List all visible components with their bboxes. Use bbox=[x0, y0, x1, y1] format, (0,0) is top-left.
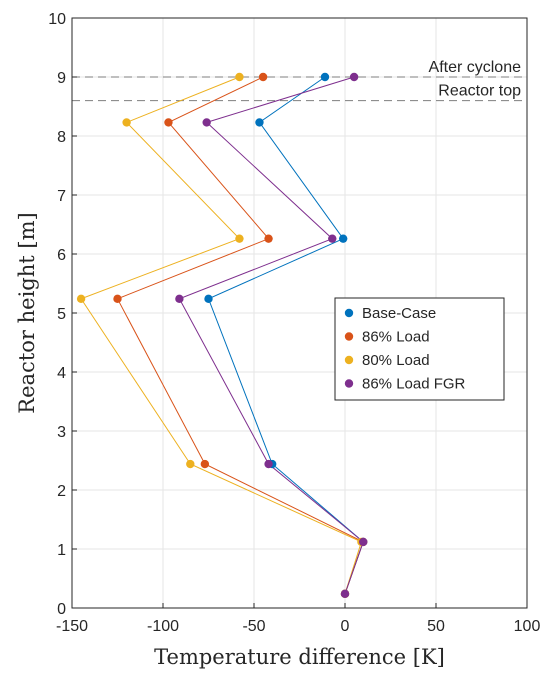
data-point bbox=[264, 459, 273, 469]
reference-lines bbox=[72, 76, 527, 102]
data-point bbox=[202, 118, 211, 127]
data-point bbox=[349, 72, 359, 82]
data-point bbox=[264, 234, 273, 243]
y-tick-label: 10 bbox=[48, 11, 66, 28]
y-tick-label: 1 bbox=[57, 542, 66, 559]
x-tick-label: 0 bbox=[341, 618, 350, 635]
x-tick-label: 100 bbox=[514, 618, 541, 635]
y-tick-label: 0 bbox=[57, 601, 66, 618]
y-tick-label: 6 bbox=[57, 247, 66, 264]
legend-label: 86% Load FGR bbox=[362, 376, 466, 393]
x-tick-label: 50 bbox=[427, 618, 445, 635]
data-point bbox=[340, 589, 350, 599]
data-point bbox=[200, 459, 210, 469]
data-point bbox=[164, 118, 173, 127]
y-tick-label: 2 bbox=[57, 483, 66, 500]
annotations: After cyclone Reactor top bbox=[429, 59, 522, 100]
reference-line-label: After cyclone bbox=[429, 59, 522, 76]
axis-ticks: -150 -100 -50 0 50 100 0 1 2 3 4 5 6 7 8 9 10 bbox=[48, 11, 540, 635]
series-markers bbox=[76, 72, 368, 599]
data-point bbox=[320, 72, 330, 82]
y-axis-title: Reactor height [m] bbox=[15, 212, 39, 413]
data-point bbox=[328, 234, 337, 243]
legend-label: Base-Case bbox=[362, 305, 436, 322]
x-axis-title: Temperature difference [K] bbox=[154, 645, 445, 669]
legend-marker bbox=[344, 379, 354, 388]
y-tick-label: 3 bbox=[57, 424, 66, 441]
data-point bbox=[76, 294, 86, 304]
legend-marker bbox=[344, 355, 354, 365]
y-tick-label: 5 bbox=[57, 306, 66, 323]
legend-marker bbox=[344, 308, 354, 318]
data-point bbox=[255, 118, 264, 127]
y-tick-label: 9 bbox=[57, 70, 66, 87]
data-point bbox=[175, 294, 184, 304]
legend-marker bbox=[344, 332, 354, 341]
y-tick-label: 4 bbox=[57, 365, 66, 382]
data-point bbox=[186, 459, 195, 469]
x-tick-label: -100 bbox=[147, 618, 179, 635]
data-point bbox=[359, 537, 368, 547]
legend-label: 80% Load bbox=[362, 352, 430, 369]
data-point bbox=[258, 72, 268, 82]
x-tick-label: -50 bbox=[242, 618, 265, 635]
data-point bbox=[204, 294, 213, 304]
data-point bbox=[235, 72, 244, 82]
legend: Base-Case 86% Load 80% Load 86% Load FGR bbox=[334, 297, 505, 401]
x-tick-label: -150 bbox=[56, 618, 88, 635]
data-point bbox=[235, 234, 244, 243]
data-point bbox=[338, 234, 348, 243]
legend-label: 86% Load bbox=[362, 329, 430, 346]
reference-line-label: Reactor top bbox=[438, 83, 521, 100]
y-tick-label: 8 bbox=[57, 129, 66, 146]
y-tick-label: 7 bbox=[57, 188, 66, 205]
legend-box bbox=[334, 297, 505, 401]
data-point bbox=[113, 294, 122, 304]
data-point bbox=[122, 118, 131, 127]
